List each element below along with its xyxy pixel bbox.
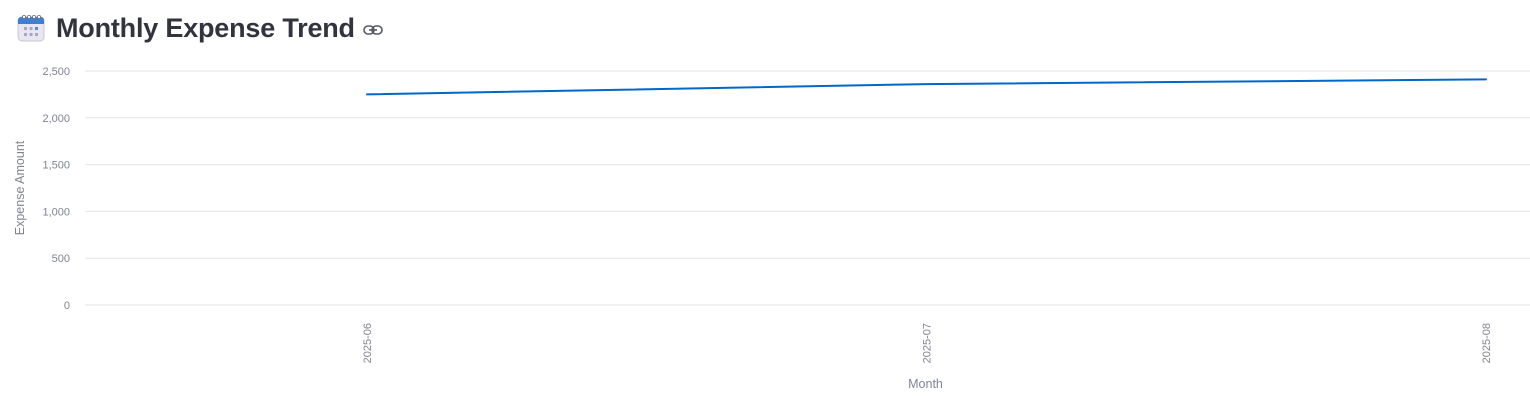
y-tick-label: 2,000 <box>42 113 70 125</box>
chart-canvas: 0 500 1,000 1,500 2,000 2,500 2025-06 2025-07 2… <box>13 66 1530 391</box>
data-point[interactable] <box>1480 73 1492 85</box>
y-tick-label: 1,000 <box>42 206 70 218</box>
y-tick-label: 0 <box>64 300 70 312</box>
y-tick-label: 1,500 <box>42 160 70 172</box>
y-tick-label: 2,500 <box>42 66 70 78</box>
page-title: Monthly Expense Trend <box>56 12 355 43</box>
series-line[interactable] <box>366 78 1487 96</box>
calendar-icon <box>16 13 46 43</box>
y-axis-title: Expense Amount <box>13 140 27 235</box>
data-point[interactable] <box>361 88 373 100</box>
page-header: Monthly Expense Trend <box>16 8 383 48</box>
x-tick-label: 2025-08 <box>1481 323 1493 363</box>
x-tick-label: 2025-07 <box>922 323 934 363</box>
y-tick-label: 500 <box>52 253 70 265</box>
data-point[interactable] <box>921 78 933 90</box>
line-chart[interactable]: 0 500 1,000 1,500 2,000 2,500 2025-06 2025-07 2… <box>0 55 1530 405</box>
x-axis-title: Month <box>908 377 943 391</box>
x-tick-label: 2025-06 <box>362 323 374 363</box>
link-icon[interactable] <box>363 20 383 40</box>
